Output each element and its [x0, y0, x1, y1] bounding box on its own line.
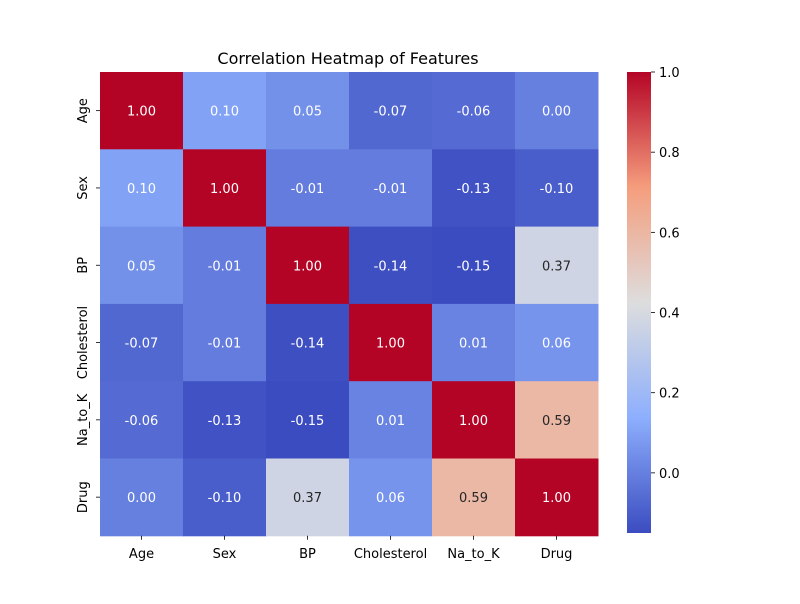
- heatmap-cell-4-1: [183, 381, 267, 459]
- heatmap-cell-0-5: [515, 72, 599, 150]
- cell-value-label: -0.13: [208, 414, 242, 429]
- y-tick-label: Drug: [76, 481, 91, 513]
- heatmap-cell-3-0: [100, 303, 184, 382]
- colorbar-tick-label: 0.6: [659, 226, 680, 241]
- heatmap-cell-5-2: [266, 458, 350, 537]
- cell-value-label: 0.59: [542, 414, 571, 429]
- heatmap-cell-0-1: [183, 72, 267, 150]
- colorbar-tick-label: 1.0: [659, 66, 680, 81]
- cell-value-label: 0.06: [542, 337, 571, 352]
- heatmap-cell-2-0: [100, 226, 184, 305]
- cell-value-label: -0.10: [540, 182, 574, 197]
- heatmap-cell-1-5: [515, 149, 599, 228]
- heatmap-cell-3-3: [349, 303, 433, 382]
- cell-value-label: 0.00: [127, 491, 156, 506]
- cell-value-label: -0.06: [125, 414, 159, 429]
- heatmap-cell-3-2: [266, 303, 350, 382]
- x-tick-label: Na_to_K: [447, 547, 500, 562]
- cell-value-label: 0.05: [127, 259, 156, 274]
- heatmap-cell-1-0: [100, 149, 184, 228]
- heatmap-cell-4-2: [266, 381, 350, 459]
- cell-value-label: -0.07: [125, 337, 159, 352]
- x-tick-label: Age: [129, 547, 154, 562]
- heatmap-cell-0-4: [432, 72, 516, 150]
- x-tick-label: Sex: [213, 547, 237, 562]
- heatmap-cell-2-4: [432, 226, 516, 305]
- cell-value-label: -0.15: [291, 414, 325, 429]
- y-tick-labels: Age Sex BP Cholesterol Na_to_K Drug: [76, 98, 100, 513]
- heatmap-cell-2-3: [349, 226, 433, 305]
- cell-value-label: -0.01: [374, 182, 408, 197]
- heatmap-cell-0-2: [266, 72, 350, 150]
- cell-value-label: 1.00: [459, 414, 488, 429]
- cell-value-label: -0.06: [457, 105, 491, 120]
- colorbar-tick-label: 0.8: [659, 146, 680, 161]
- cell-value-label: 0.05: [293, 105, 322, 120]
- heatmap-cell-4-5: [515, 381, 599, 459]
- colorbar-tick-label: 0.4: [659, 307, 680, 322]
- heatmap-cells: 1.00 0.10 0.05 -0.07 -0.06 0.00 0.10 1.00 -0.01 -…: [100, 72, 599, 537]
- cell-value-label: -0.15: [457, 259, 491, 274]
- cell-value-label: -0.13: [457, 182, 491, 197]
- heatmap-cell-0-0: [100, 72, 184, 150]
- heatmap-cell-4-0: [100, 381, 184, 459]
- colorbar-tick-label: 0.0: [659, 467, 680, 482]
- x-tick-labels: Age Sex BP Cholesterol Na_to_K Drug: [129, 535, 573, 562]
- heatmap-cell-3-1: [183, 303, 267, 382]
- heatmap-cell-1-1: [183, 149, 267, 228]
- x-tick-label: BP: [299, 547, 316, 562]
- y-tick-label: Na_to_K: [76, 393, 91, 446]
- cell-value-label: 1.00: [210, 182, 239, 197]
- cell-value-label: 1.00: [376, 337, 405, 352]
- y-tick-label: BP: [76, 257, 91, 274]
- cell-value-label: 1.00: [293, 259, 322, 274]
- cell-value-label: 0.37: [542, 259, 571, 274]
- cell-value-label: -0.01: [208, 259, 242, 274]
- cell-value-label: -0.10: [208, 491, 242, 506]
- heatmap-cell-2-5: [515, 226, 599, 305]
- heatmap-cell-5-5: [515, 458, 599, 537]
- chart-title: Correlation Heatmap of Features: [217, 49, 478, 68]
- heatmap-cell-2-1: [183, 226, 267, 305]
- colorbar-gradient: [627, 72, 651, 533]
- cell-value-label: -0.07: [374, 105, 408, 120]
- heatmap-cell-4-3: [349, 381, 433, 459]
- cell-value-label: 0.06: [376, 491, 405, 506]
- heatmap-cell-2-2: [266, 226, 350, 305]
- x-tick-label: Drug: [541, 547, 573, 562]
- y-tick-label: Cholesterol: [76, 306, 91, 379]
- cell-value-label: 0.37: [293, 491, 322, 506]
- cell-value-label: 0.01: [459, 337, 488, 352]
- colorbar-tick-label: 0.2: [659, 387, 680, 402]
- heatmap-cell-4-4: [432, 381, 516, 459]
- cell-value-label: 0.01: [376, 414, 405, 429]
- heatmap-cell-1-4: [432, 149, 516, 228]
- x-tick-label: Cholesterol: [354, 547, 427, 562]
- cell-value-label: 0.00: [542, 105, 571, 120]
- heatmap-cell-5-3: [349, 458, 433, 537]
- y-tick-label: Sex: [76, 176, 91, 200]
- y-tick-label: Age: [76, 98, 91, 123]
- heatmap-cell-1-3: [349, 149, 433, 228]
- heatmap-cell-3-4: [432, 303, 516, 382]
- heatmap-cell-5-1: [183, 458, 267, 537]
- cell-value-label: -0.14: [291, 337, 325, 352]
- cell-value-label: 0.59: [459, 491, 488, 506]
- heatmap-cell-5-4: [432, 458, 516, 537]
- cell-value-label: 1.00: [127, 105, 156, 120]
- cell-value-label: -0.01: [208, 337, 242, 352]
- cell-value-label: -0.01: [291, 182, 325, 197]
- heatmap-cell-5-0: [100, 458, 184, 537]
- heatmap-cell-1-2: [266, 149, 350, 228]
- heatmap-cell-0-3: [349, 72, 433, 150]
- cell-value-label: 0.10: [127, 182, 156, 197]
- colorbar: 0.0 0.2 0.4 0.6 0.8 1.0: [627, 66, 680, 533]
- heatmap-cell-3-5: [515, 303, 599, 382]
- cell-value-label: -0.14: [374, 259, 408, 274]
- cell-value-label: 1.00: [542, 491, 571, 506]
- cell-value-label: 0.10: [210, 105, 239, 120]
